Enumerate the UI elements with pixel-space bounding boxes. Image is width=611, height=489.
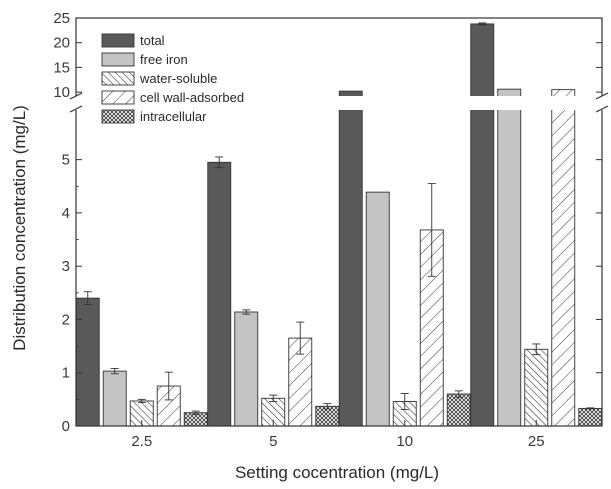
y-tick-label: 3 <box>62 258 70 275</box>
bar-total-10 <box>338 90 363 427</box>
legend-item-water-soluble: water-soluble <box>101 71 217 86</box>
x-tick-label: 10 <box>396 433 413 450</box>
x-axis-title: Setting cocentration (mg/L) <box>235 463 439 482</box>
y-tick-label: 2 <box>62 311 70 328</box>
bar-free-iron-25 <box>497 88 522 427</box>
x-tick-label: 2.5 <box>131 433 152 450</box>
error-bar <box>427 183 436 277</box>
bar-free-iron-10 <box>365 191 390 427</box>
y-tick-label: 10 <box>53 84 70 101</box>
bar-free-iron-5 <box>234 311 259 427</box>
legend-label: cell wall-adsorbed <box>140 90 244 105</box>
legend-swatch <box>101 33 135 48</box>
bar-total-5 <box>207 161 232 427</box>
legend-item-cell-wall-adsorbed: cell wall-adsorbed <box>101 90 244 105</box>
bar-total-25 <box>470 23 495 427</box>
bar-cell-wall-adsorbed-25 <box>551 89 576 427</box>
legend-swatch <box>101 90 135 105</box>
error-bar <box>164 371 173 401</box>
legend: total free iron water-soluble cell wall-ads… <box>101 33 244 124</box>
axis-break-mark <box>69 92 83 113</box>
y-tick-label: 0 <box>62 418 70 435</box>
y-axis-title: Distribution concentration (mg/L) <box>10 105 29 351</box>
x-tick-label: 25 <box>528 433 545 450</box>
error-bar <box>191 410 200 415</box>
bar-intracellular-10 <box>446 393 471 427</box>
error-bar <box>532 343 541 356</box>
error-bar <box>110 368 119 375</box>
error-bar <box>454 390 463 398</box>
legend-item-total: total <box>101 33 165 48</box>
bar-free-iron-2.5 <box>102 370 127 427</box>
legend-swatch <box>101 109 135 124</box>
legend-swatch <box>101 52 135 67</box>
error-bar <box>83 291 92 305</box>
legend-item-free-iron: free iron <box>101 52 188 67</box>
legend-label: free iron <box>140 52 188 67</box>
error-bar <box>586 407 595 410</box>
x-tick-label: 5 <box>269 433 277 450</box>
y-tick-label: 25 <box>53 10 70 27</box>
y-tick-label: 20 <box>53 35 70 52</box>
bar-intracellular-25 <box>578 407 603 427</box>
error-bar <box>296 321 305 355</box>
bar-water-soluble-25 <box>524 348 549 427</box>
y-tick-label: 4 <box>62 205 70 222</box>
y-tick-label: 1 <box>62 365 70 382</box>
error-bar <box>478 22 487 26</box>
error-bar <box>400 393 409 410</box>
legend-label: water-soluble <box>139 71 217 86</box>
axis-break-mark <box>595 92 609 113</box>
error-bar <box>242 309 251 315</box>
error-bar <box>323 403 332 410</box>
legend-item-intracellular: intracellular <box>101 109 207 124</box>
plot-frame <box>75 17 603 427</box>
legend-label: total <box>140 33 165 48</box>
axis-break-gap <box>68 96 610 110</box>
legend-label: intracellular <box>140 109 207 124</box>
bar-total-2.5 <box>75 297 100 427</box>
error-bar <box>215 156 224 169</box>
y-tick-label: 5 <box>62 152 70 169</box>
y-tick-label: 15 <box>53 59 70 76</box>
legend-swatch <box>101 71 135 86</box>
error-bar <box>269 394 278 402</box>
axes: 0 1 2 3 4 5 10 15 20 25 2.5 5 10 25 <box>53 10 610 450</box>
error-bar <box>137 398 146 404</box>
